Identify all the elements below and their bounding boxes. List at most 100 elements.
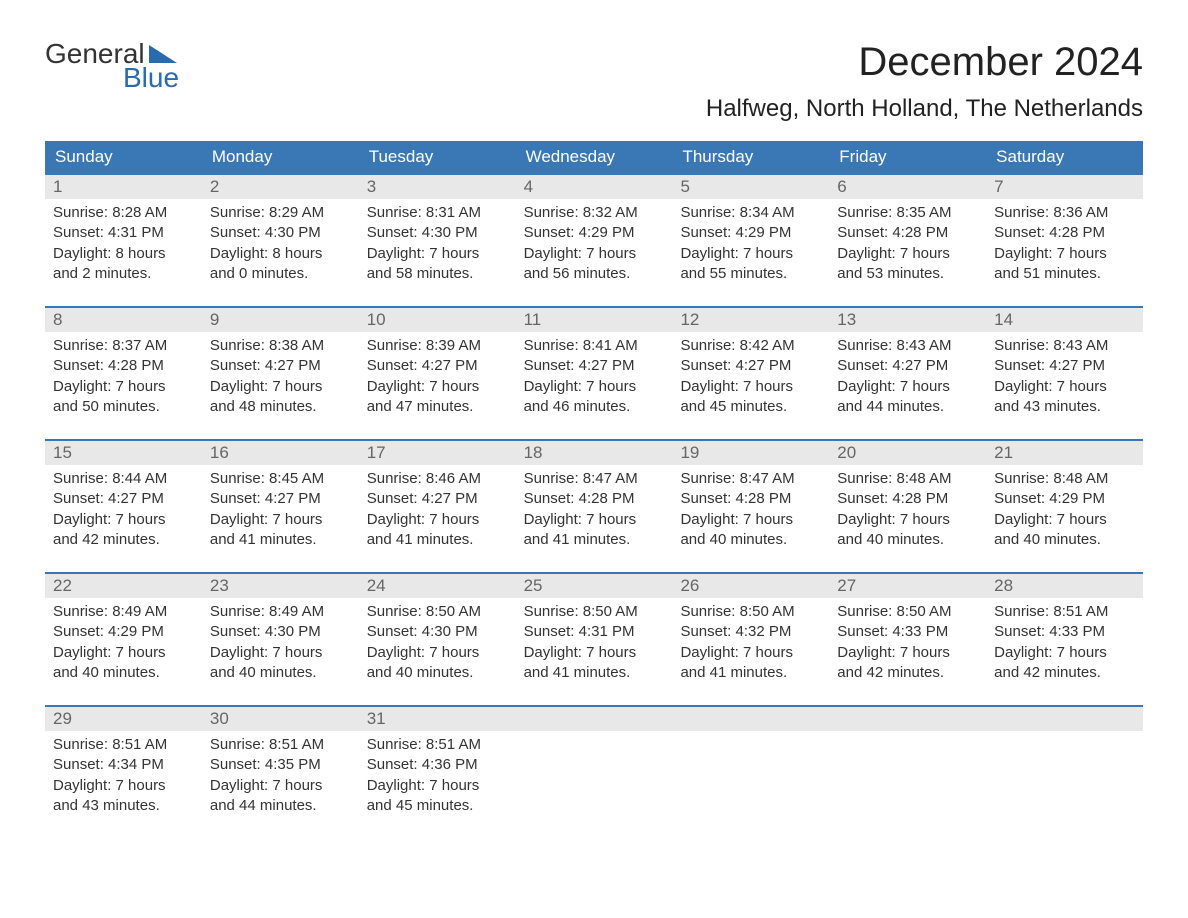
day-daylight1: Daylight: 7 hours (837, 244, 978, 264)
day-body: Sunrise: 8:31 AMSunset: 4:30 PMDaylight:… (359, 199, 516, 292)
day-daylight2: and 44 minutes. (210, 796, 351, 816)
day-cell: 30Sunrise: 8:51 AMSunset: 4:35 PMDayligh… (202, 707, 359, 824)
day-sunrise: Sunrise: 8:45 AM (210, 469, 351, 489)
day-sunset: Sunset: 4:30 PM (367, 223, 508, 243)
day-daylight2: and 45 minutes. (367, 796, 508, 816)
day-sunrise: Sunrise: 8:28 AM (53, 203, 194, 223)
week-row: 22Sunrise: 8:49 AMSunset: 4:29 PMDayligh… (45, 572, 1143, 691)
day-sunset: Sunset: 4:33 PM (994, 622, 1135, 642)
day-number: 18 (516, 441, 673, 465)
day-body: Sunrise: 8:51 AMSunset: 4:36 PMDaylight:… (359, 731, 516, 824)
day-cell: 26Sunrise: 8:50 AMSunset: 4:32 PMDayligh… (672, 574, 829, 691)
day-cell: 11Sunrise: 8:41 AMSunset: 4:27 PMDayligh… (516, 308, 673, 425)
day-daylight2: and 58 minutes. (367, 264, 508, 284)
day-daylight1: Daylight: 8 hours (53, 244, 194, 264)
day-body: Sunrise: 8:51 AMSunset: 4:34 PMDaylight:… (45, 731, 202, 824)
day-body: Sunrise: 8:47 AMSunset: 4:28 PMDaylight:… (516, 465, 673, 558)
day-sunset: Sunset: 4:30 PM (367, 622, 508, 642)
day-sunrise: Sunrise: 8:48 AM (994, 469, 1135, 489)
day-sunrise: Sunrise: 8:47 AM (524, 469, 665, 489)
day-body: Sunrise: 8:34 AMSunset: 4:29 PMDaylight:… (672, 199, 829, 292)
day-daylight1: Daylight: 7 hours (53, 776, 194, 796)
day-body: Sunrise: 8:28 AMSunset: 4:31 PMDaylight:… (45, 199, 202, 292)
day-sunrise: Sunrise: 8:43 AM (994, 336, 1135, 356)
logo: General Blue (45, 40, 179, 92)
day-cell: 10Sunrise: 8:39 AMSunset: 4:27 PMDayligh… (359, 308, 516, 425)
weekday-header: Tuesday (359, 141, 516, 173)
day-cell: 24 Sunrise: 8:50 AMSunset: 4:30 PMDayligh… (359, 574, 516, 691)
day-sunset: Sunset: 4:28 PM (837, 223, 978, 243)
day-cell: 29Sunrise: 8:51 AMSunset: 4:34 PMDayligh… (45, 707, 202, 824)
day-sunrise: Sunrise: 8:50 AM (367, 602, 508, 622)
day-cell: 28Sunrise: 8:51 AMSunset: 4:33 PMDayligh… (986, 574, 1143, 691)
day-cell: 3Sunrise: 8:31 AMSunset: 4:30 PMDaylight… (359, 175, 516, 292)
weekday-header: Friday (829, 141, 986, 173)
day-daylight2: and 0 minutes. (210, 264, 351, 284)
day-daylight1: Daylight: 7 hours (367, 643, 508, 663)
day-daylight2: and 47 minutes. (367, 397, 508, 417)
weekday-header-row: Sunday Monday Tuesday Wednesday Thursday… (45, 141, 1143, 173)
day-sunset: Sunset: 4:30 PM (210, 622, 351, 642)
day-daylight2: and 40 minutes. (837, 530, 978, 550)
day-sunrise: Sunrise: 8:47 AM (680, 469, 821, 489)
day-cell: 4Sunrise: 8:32 AMSunset: 4:29 PMDaylight… (516, 175, 673, 292)
day-daylight1: Daylight: 7 hours (524, 510, 665, 530)
calendar: Sunday Monday Tuesday Wednesday Thursday… (45, 141, 1143, 824)
day-cell: 27Sunrise: 8:50 AMSunset: 4:33 PMDayligh… (829, 574, 986, 691)
day-number: 8 (45, 308, 202, 332)
day-sunrise: Sunrise: 8:41 AM (524, 336, 665, 356)
day-cell: 16Sunrise: 8:45 AMSunset: 4:27 PMDayligh… (202, 441, 359, 558)
day-daylight2: and 41 minutes. (367, 530, 508, 550)
day-daylight1: Daylight: 7 hours (680, 244, 821, 264)
day-sunset: Sunset: 4:28 PM (680, 489, 821, 509)
day-sunrise: Sunrise: 8:51 AM (367, 735, 508, 755)
day-sunrise: Sunrise: 8:32 AM (524, 203, 665, 223)
day-body: Sunrise: 8:44 AMSunset: 4:27 PMDaylight:… (45, 465, 202, 558)
day-body: Sunrise: 8:32 AMSunset: 4:29 PMDaylight:… (516, 199, 673, 292)
day-body: Sunrise: 8:51 AMSunset: 4:35 PMDaylight:… (202, 731, 359, 824)
weekday-header: Thursday (672, 141, 829, 173)
day-sunrise: Sunrise: 8:46 AM (367, 469, 508, 489)
day-body: Sunrise: 8:51 AMSunset: 4:33 PMDaylight:… (986, 598, 1143, 691)
day-daylight1: Daylight: 7 hours (367, 776, 508, 796)
day-sunrise: Sunrise: 8:29 AM (210, 203, 351, 223)
day-body: Sunrise: 8:29 AMSunset: 4:30 PMDaylight:… (202, 199, 359, 292)
day-sunrise: Sunrise: 8:44 AM (53, 469, 194, 489)
day-body: Sunrise: 8:45 AMSunset: 4:27 PMDaylight:… (202, 465, 359, 558)
day-daylight1: Daylight: 7 hours (994, 244, 1135, 264)
day-sunrise: Sunrise: 8:49 AM (210, 602, 351, 622)
day-daylight1: Daylight: 7 hours (53, 643, 194, 663)
title-block: December 2024 Halfweg, North Holland, Th… (706, 40, 1143, 123)
day-cell: 21Sunrise: 8:48 AMSunset: 4:29 PMDayligh… (986, 441, 1143, 558)
day-body: Sunrise: 8:39 AMSunset: 4:27 PMDaylight:… (359, 332, 516, 425)
day-number: 13 (829, 308, 986, 332)
week-row: 29Sunrise: 8:51 AMSunset: 4:34 PMDayligh… (45, 705, 1143, 824)
day-sunset: Sunset: 4:29 PM (994, 489, 1135, 509)
day-daylight1: Daylight: 7 hours (524, 643, 665, 663)
day-daylight1: Daylight: 7 hours (524, 244, 665, 264)
day-cell: 22Sunrise: 8:49 AMSunset: 4:29 PMDayligh… (45, 574, 202, 691)
location-subtitle: Halfweg, North Holland, The Netherlands (706, 95, 1143, 123)
day-cell: 9Sunrise: 8:38 AMSunset: 4:27 PMDaylight… (202, 308, 359, 425)
day-daylight2: and 43 minutes. (53, 796, 194, 816)
day-daylight2: and 42 minutes. (994, 663, 1135, 683)
day-daylight1: Daylight: 7 hours (680, 510, 821, 530)
day-cell: 13Sunrise: 8:43 AMSunset: 4:27 PMDayligh… (829, 308, 986, 425)
day-daylight1: Daylight: 7 hours (210, 776, 351, 796)
day-cell: 18Sunrise: 8:47 AMSunset: 4:28 PMDayligh… (516, 441, 673, 558)
day-sunset: Sunset: 4:36 PM (367, 755, 508, 775)
logo-text-blue: Blue (123, 64, 179, 92)
day-daylight2: and 55 minutes. (680, 264, 821, 284)
day-body: Sunrise: 8:50 AMSunset: 4:31 PMDaylight:… (516, 598, 673, 691)
day-sunrise: Sunrise: 8:51 AM (994, 602, 1135, 622)
day-sunset: Sunset: 4:29 PM (680, 223, 821, 243)
day-body: Sunrise: 8:41 AMSunset: 4:27 PMDaylight:… (516, 332, 673, 425)
day-sunrise: Sunrise: 8:43 AM (837, 336, 978, 356)
day-number: 24 (359, 574, 516, 598)
day-daylight1: Daylight: 8 hours (210, 244, 351, 264)
day-cell: 2Sunrise: 8:29 AMSunset: 4:30 PMDaylight… (202, 175, 359, 292)
day-body: Sunrise: 8:38 AMSunset: 4:27 PMDaylight:… (202, 332, 359, 425)
header: General Blue December 2024 Halfweg, Nort… (45, 40, 1143, 123)
day-sunset: Sunset: 4:29 PM (524, 223, 665, 243)
day-daylight1: Daylight: 7 hours (210, 510, 351, 530)
